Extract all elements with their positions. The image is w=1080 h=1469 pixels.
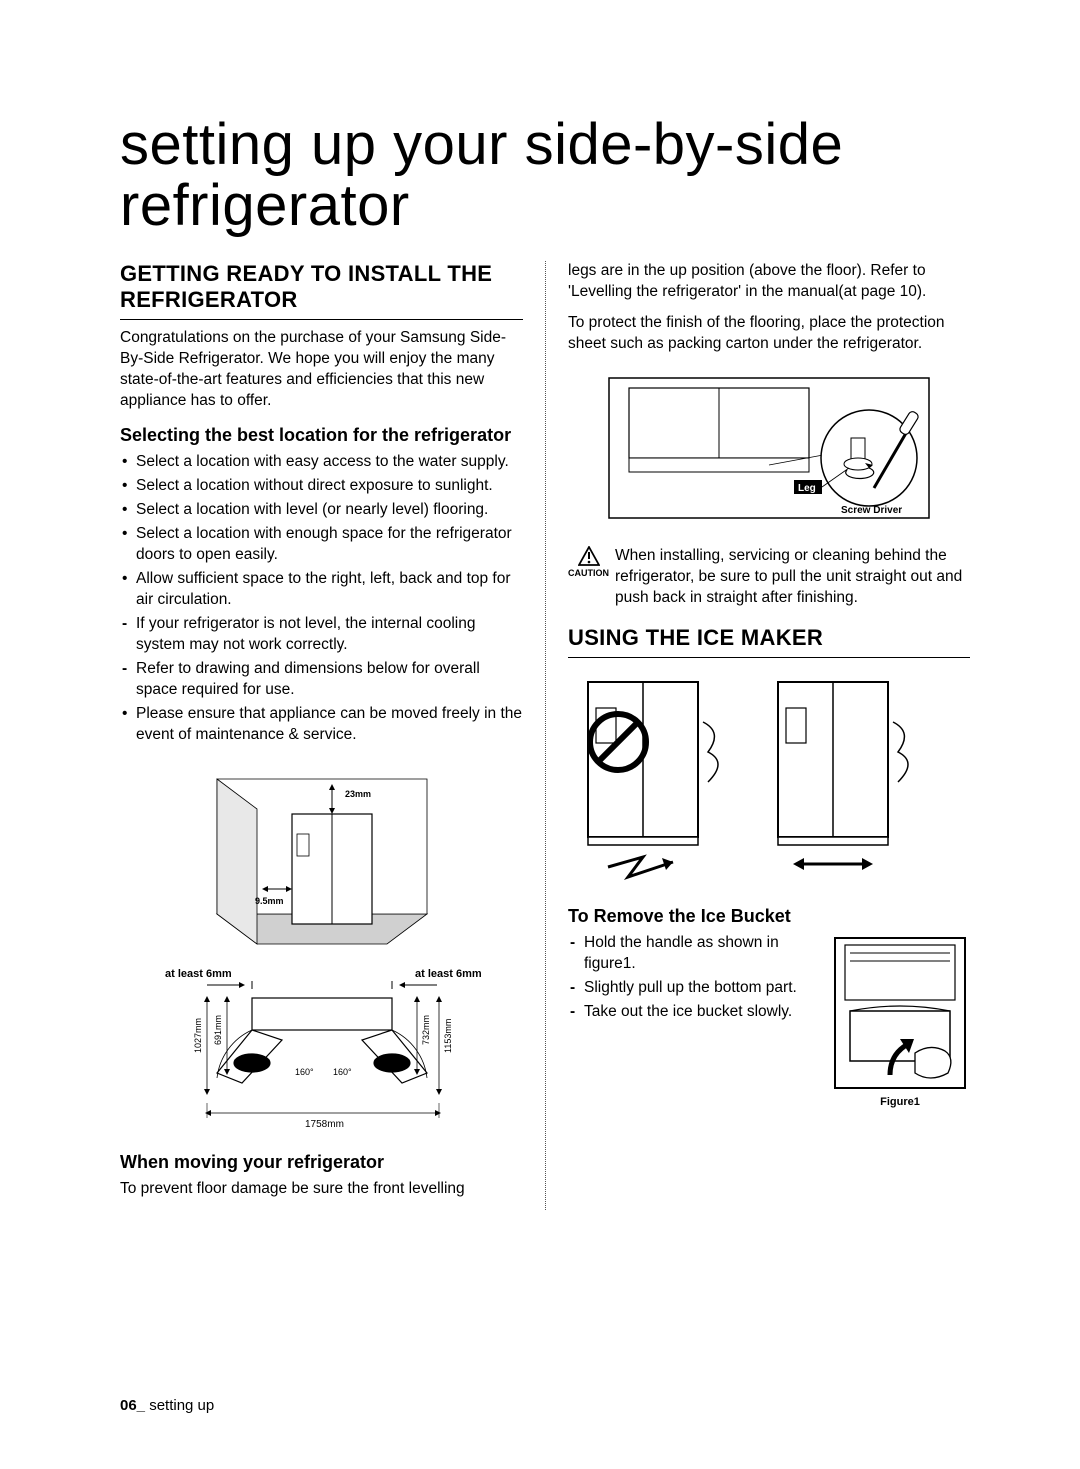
leg-adjust-diagram: Leg Screw Driver (568, 368, 970, 528)
figure1-diagram: Figure1 (830, 933, 970, 1108)
page-footer: 06_ setting up (120, 1397, 214, 1414)
heading-getting-ready: GETTING READY TO INSTALL THE REFRIGERATO… (120, 261, 523, 320)
heading-remove-ice-bucket: To Remove the Ice Bucket (568, 906, 970, 927)
location-dash-list: If your refrigerator is not level, the i… (120, 614, 523, 701)
caution-text: When installing, servicing or cleaning b… (615, 546, 970, 609)
svg-text:at least 6mm: at least 6mm (165, 968, 232, 980)
svg-text:at least 6mm: at least 6mm (415, 968, 482, 980)
svg-text:160°: 160° (333, 1067, 352, 1077)
continuation-2: To protect the finish of the flooring, p… (568, 313, 970, 355)
caution-label: CAUTION (568, 567, 609, 579)
svg-text:1027mm: 1027mm (193, 1018, 203, 1053)
continuation-1: legs are in the up position (above the f… (568, 261, 970, 303)
ice-bucket-steps: Hold the handle as shown in figure1. Sli… (568, 933, 818, 1026)
list-item: Select a location with easy access to th… (120, 452, 523, 473)
move-straight-diagram (568, 672, 970, 892)
moving-paragraph: To prevent floor damage be sure the fron… (120, 1179, 523, 1200)
list-item: Please ensure that appliance can be move… (120, 704, 523, 746)
list-item: Select a location with enough space for … (120, 524, 523, 566)
right-column: legs are in the up position (above the f… (545, 261, 970, 1211)
svg-text:Screw Driver: Screw Driver (841, 505, 902, 516)
svg-text:9.5mm: 9.5mm (255, 896, 284, 906)
heading-select-location: Selecting the best location for the refr… (120, 425, 523, 446)
heading-moving: When moving your refrigerator (120, 1152, 523, 1173)
svg-text:1153mm: 1153mm (443, 1019, 453, 1053)
svg-text:23mm: 23mm (345, 789, 371, 799)
list-item: Hold the handle as shown in figure1. (568, 933, 818, 975)
clearance-diagram: 23mm 9.5mm (120, 759, 523, 949)
list-item: Select a location without direct exposur… (120, 476, 523, 497)
svg-text:Leg: Leg (798, 483, 816, 494)
heading-ice-maker: USING THE ICE MAKER (568, 625, 970, 658)
svg-text:160°: 160° (295, 1067, 314, 1077)
list-item: Slightly pull up the bottom part. (568, 978, 818, 999)
list-item: Take out the ice bucket slowly. (568, 1002, 818, 1023)
location-bullet-list-2: Please ensure that appliance can be move… (120, 704, 523, 746)
caution-note: CAUTION When installing, servicing or cl… (568, 546, 970, 609)
list-item: Select a location with level (or nearly … (120, 500, 523, 521)
list-item: Refer to drawing and dimensions below fo… (120, 659, 523, 701)
list-item: Allow sufficient space to the right, lef… (120, 569, 523, 611)
left-column: GETTING READY TO INSTALL THE REFRIGERATO… (120, 261, 545, 1211)
door-swing-diagram: at least 6mm at least 6mm (120, 963, 523, 1138)
footer-section-label: setting up (145, 1397, 214, 1414)
footer-page-number: 06_ (120, 1397, 145, 1414)
list-item: If your refrigerator is not level, the i… (120, 614, 523, 656)
svg-text:1758mm: 1758mm (305, 1119, 344, 1130)
figure1-caption: Figure1 (880, 1096, 920, 1108)
svg-text:732mm: 732mm (421, 1015, 431, 1045)
page-title: setting up your side-by-side refrigerato… (120, 115, 970, 237)
svg-text:691mm: 691mm (213, 1015, 223, 1045)
caution-icon: CAUTION (568, 546, 609, 579)
intro-paragraph: Congratulations on the purchase of your … (120, 328, 523, 412)
location-bullet-list: Select a location with easy access to th… (120, 452, 523, 610)
